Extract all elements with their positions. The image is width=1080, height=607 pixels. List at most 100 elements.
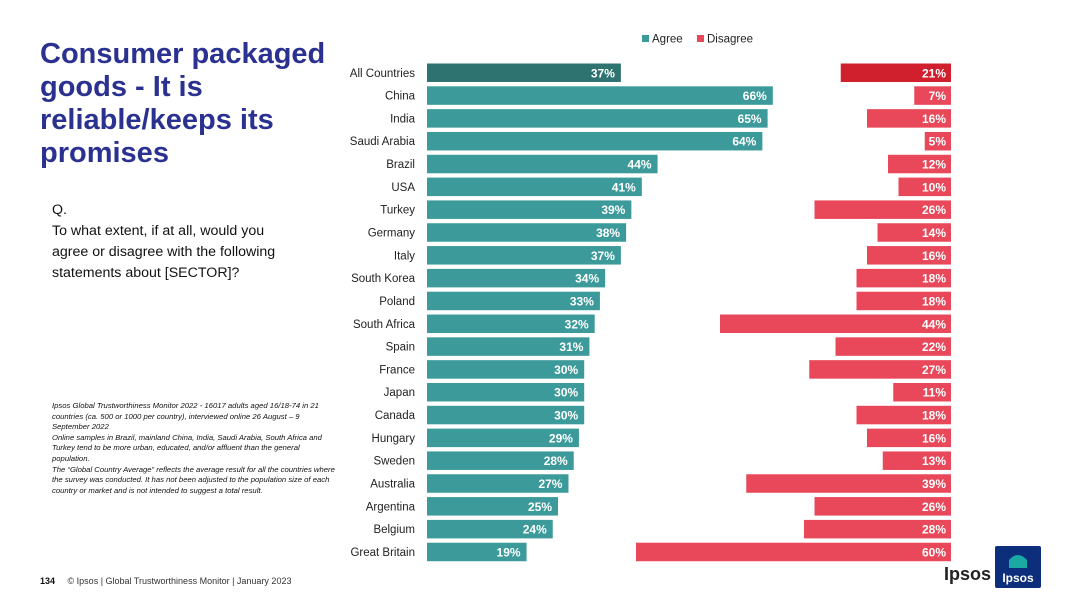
agree-bar — [427, 337, 590, 356]
category-label: USA — [391, 182, 415, 194]
agree-value-label: 24% — [523, 523, 547, 537]
disagree-value-label: 11% — [923, 386, 947, 400]
disagree-bar — [877, 223, 951, 242]
disagree-value-label: 26% — [922, 203, 946, 217]
disagree-bar — [746, 474, 951, 493]
question-text: To what extent, if at all, would you agr… — [52, 223, 276, 281]
brand-wordmark: Ipsos — [944, 564, 992, 584]
footer: 134 © Ipsos | Global Trustworthiness Mon… — [40, 576, 291, 586]
agree-bar — [427, 451, 574, 470]
agree-value-label: 64% — [732, 135, 756, 149]
agree-value-label: 30% — [554, 386, 578, 400]
question-label: Q. — [52, 202, 67, 218]
legend-label-disagree: Disagree — [707, 34, 753, 46]
agree-value-label: 65% — [738, 112, 762, 126]
agree-value-label: 41% — [612, 180, 636, 194]
legend-swatch-agree — [642, 35, 649, 42]
agree-bar — [427, 474, 569, 493]
disagree-bar — [809, 360, 951, 379]
disagree-value-label: 16% — [922, 112, 946, 126]
page-number: 134 — [40, 576, 56, 586]
agree-bar — [427, 428, 579, 448]
category-label: Brazil — [386, 159, 415, 171]
disagree-bar — [720, 314, 951, 334]
note-3: The “Global Country Average” reflects th… — [52, 464, 335, 495]
agree-bar — [427, 314, 595, 334]
disagree-bar — [814, 200, 951, 219]
agree-value-label: 37% — [591, 249, 615, 263]
category-label: Sweden — [373, 456, 415, 468]
category-label: Australia — [370, 479, 415, 491]
disagree-value-label: 13% — [922, 454, 946, 468]
agree-value-label: 37% — [591, 66, 615, 80]
note-2: Online samples in Brazil, mainland China… — [52, 432, 322, 463]
category-label: Argentina — [366, 501, 416, 513]
survey-question: Q. To what extent, if at all, would you … — [52, 200, 292, 284]
agree-value-label: 29% — [549, 431, 573, 445]
disagree-value-label: 10% — [922, 180, 946, 194]
agree-value-label: 19% — [497, 545, 521, 559]
disagree-value-label: 18% — [922, 294, 946, 308]
ipsos-logo-icon: Ipsos — [995, 546, 1041, 588]
category-label: India — [390, 113, 416, 125]
agree-bar — [427, 360, 585, 379]
agree-bar — [427, 405, 585, 425]
disagree-bar — [856, 405, 951, 425]
disagree-bar — [898, 177, 951, 197]
disagree-value-label: 60% — [922, 545, 946, 559]
disagree-value-label: 7% — [929, 89, 947, 103]
legend-label-agree: Agree — [652, 34, 683, 46]
disagree-bar — [893, 382, 951, 402]
agree-value-label: 31% — [559, 340, 583, 354]
disagree-bar — [924, 131, 951, 151]
agree-bar — [427, 223, 627, 242]
disagree-value-label: 28% — [922, 523, 946, 537]
footer-text: © Ipsos | Global Trustworthiness Monitor… — [67, 576, 292, 586]
agree-bar — [427, 291, 600, 311]
disagree-bar — [867, 109, 951, 128]
disagree-value-label: 44% — [922, 317, 946, 331]
disagree-bar — [867, 246, 951, 265]
agree-bar — [427, 542, 527, 562]
disagree-bar — [888, 154, 951, 174]
disagree-bar — [804, 519, 951, 539]
disagree-value-label: 26% — [922, 500, 946, 514]
disagree-value-label: 14% — [922, 226, 946, 240]
agree-value-label: 44% — [628, 158, 652, 172]
agree-value-label: 30% — [554, 409, 578, 423]
disagree-value-label: 18% — [922, 409, 946, 423]
agree-value-label: 39% — [601, 203, 625, 217]
disagree-bar — [882, 451, 951, 470]
agree-bar — [427, 86, 773, 105]
agree-bar — [427, 519, 553, 539]
slide-title: Consumer packaged goods - It is reliable… — [40, 38, 326, 169]
disagree-bar — [835, 337, 951, 356]
disagree-value-label: 5% — [929, 135, 947, 149]
disagree-bar — [636, 542, 951, 562]
disagree-value-label: 16% — [922, 249, 946, 263]
category-label: All Countries — [350, 68, 415, 80]
disagree-bar — [814, 497, 951, 516]
category-label: China — [385, 91, 416, 103]
disagree-value-label: 39% — [922, 477, 946, 491]
disagree-bar — [914, 86, 951, 105]
agree-bar — [427, 109, 768, 128]
agree-value-label: 32% — [565, 317, 589, 331]
disagree-value-label: 16% — [922, 431, 946, 445]
agree-bar — [427, 177, 642, 197]
category-label: Saudi Arabia — [350, 136, 416, 148]
disagree-bar — [856, 291, 951, 311]
category-label: Italy — [394, 250, 415, 262]
agree-bar — [427, 131, 763, 151]
methodology-notes: Ipsos Global Trustworthiness Monitor 202… — [52, 401, 337, 496]
category-label: Poland — [379, 296, 415, 308]
agree-bar — [427, 63, 621, 82]
category-label: South Africa — [353, 319, 416, 331]
logo-text: Ipsos — [1002, 571, 1034, 585]
note-1: Ipsos Global Trustworthiness Monitor 202… — [52, 401, 319, 432]
category-label: France — [379, 364, 415, 376]
category-label: Germany — [368, 227, 416, 239]
category-label: Canada — [375, 410, 416, 422]
category-label: Turkey — [380, 205, 415, 217]
disagree-bar — [856, 268, 951, 288]
